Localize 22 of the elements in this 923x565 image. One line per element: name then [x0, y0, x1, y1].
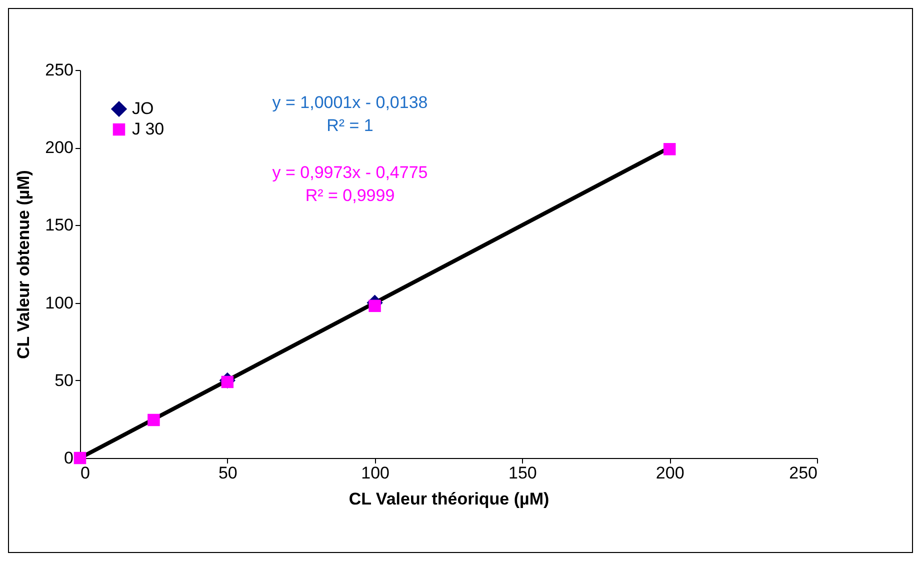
point	[148, 414, 160, 426]
point	[663, 143, 676, 156]
annotation: y = 0,9973x - 0,4775 R² = 0,9999	[272, 163, 428, 205]
y-tick-label: 0	[64, 448, 74, 468]
y-tick-label: 200	[45, 138, 74, 158]
legend-label: JO	[132, 99, 154, 118]
point	[368, 300, 381, 312]
x-tick-label: 50	[218, 464, 238, 482]
x-tick-label: 150	[508, 464, 537, 482]
x-axis-title: CL Valeur théorique (µM)	[348, 490, 550, 508]
y-tick-label: 100	[45, 293, 74, 312]
y-tick-label: 250	[45, 60, 74, 80]
x-tick-label: 0	[80, 464, 90, 482]
x-tick-label: 250	[789, 464, 818, 482]
legend-label: J 30	[132, 120, 164, 138]
y-tick-label: 150	[45, 216, 74, 235]
x-tick-label: 200	[656, 464, 684, 482]
y-tick-label: 50	[54, 370, 74, 390]
point	[74, 452, 86, 464]
y-axis-title: CL Valeur obtenue (µM)	[14, 170, 34, 359]
annotation: y = 1,0001x - 0,0138 R² = 1	[272, 93, 428, 135]
x-tick-label: 100	[361, 464, 390, 482]
